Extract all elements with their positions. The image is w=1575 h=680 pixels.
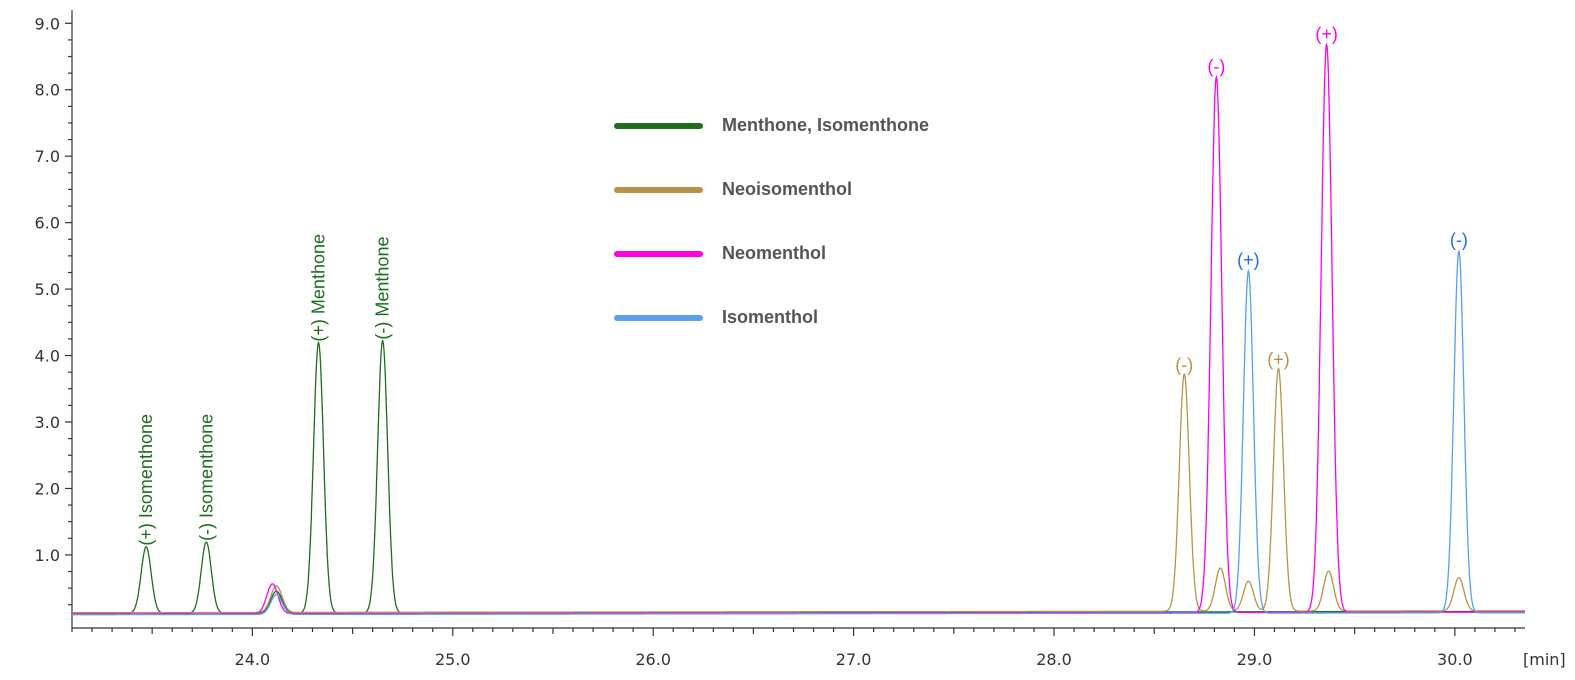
- legend-label-1: Neoisomenthol: [722, 179, 852, 199]
- x-tick-label: 30.0: [1437, 650, 1473, 669]
- x-tick-label: 25.0: [435, 650, 471, 669]
- y-tick-label: 2.0: [35, 479, 60, 498]
- peak-label: (+) Menthone: [309, 234, 329, 342]
- y-tick-label: 7.0: [35, 147, 60, 166]
- y-tick-label: 3.0: [35, 413, 60, 432]
- peak-label: (-): [1207, 56, 1225, 76]
- y-tick-label: 6.0: [35, 214, 60, 233]
- peak-label: (-): [1450, 230, 1468, 250]
- y-tick-label: 1.0: [35, 546, 60, 565]
- axes: 1.0 2.0 3.0 4.0 5.0 6.0 7.0 8.0 9.0 24.0 25.0 26.0 2…: [35, 10, 1566, 669]
- trace-0: [72, 339, 1525, 615]
- x-tick-label: 29.0: [1237, 650, 1273, 669]
- trace-3: [72, 250, 1525, 616]
- peak-label: (-) Isomenthone: [196, 414, 216, 541]
- legend-label-2: Neomenthol: [722, 243, 826, 263]
- y-tick-label: 8.0: [35, 81, 60, 100]
- x-tick-label: 27.0: [836, 650, 872, 669]
- peak-label: (+) Isomenthone: [136, 414, 156, 546]
- x-tick-label: 28.0: [1036, 650, 1072, 669]
- x-axis-unit: [min]: [1523, 650, 1566, 669]
- x-tick-label: 24.0: [235, 650, 271, 669]
- legend-label-3: Isomenthol: [722, 307, 818, 327]
- legend: Menthone, Isomenthone Neoisomenthol Neomen…: [614, 115, 929, 327]
- trace-1: [72, 367, 1525, 614]
- legend-label-0: Menthone, Isomenthone: [722, 115, 929, 135]
- peak-label: (-): [1175, 355, 1193, 375]
- peak-annotations: (+) Isomenthone (-) Isomenthone (+) Mentho…: [136, 24, 1468, 546]
- y-tick-label: 5.0: [35, 280, 60, 299]
- peak-label: (+): [1237, 250, 1260, 270]
- peak-label: (+): [1267, 349, 1290, 369]
- traces: [72, 42, 1525, 616]
- peak-label: (+): [1315, 24, 1338, 44]
- x-tick-label: 26.0: [635, 650, 671, 669]
- peak-label: (-) Menthone: [373, 237, 393, 340]
- y-tick-label: 9.0: [35, 14, 60, 33]
- y-tick-label: 4.0: [35, 347, 60, 366]
